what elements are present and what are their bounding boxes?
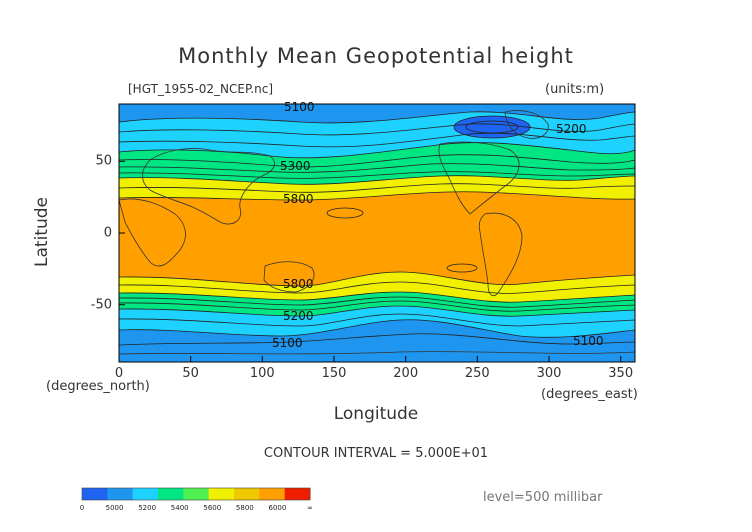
- contour-lines: [119, 111, 635, 346]
- antarctica-coast: [119, 351, 635, 355]
- contour-label: 5100: [272, 336, 303, 350]
- contour-label: 5800: [283, 277, 314, 291]
- colorbar-swatch: [183, 488, 210, 500]
- y-tick-label: 0: [103, 225, 112, 241]
- axis-ticks: [118, 160, 622, 362]
- colorbar-label: 5000: [105, 504, 124, 512]
- north-america-coast: [438, 141, 520, 215]
- colorbar-label: 5400: [170, 504, 189, 512]
- contour-label-group: 5100 5200 5800 5300 5800 5100 5100 5200: [272, 100, 604, 350]
- colorbar-label: ∞: [307, 504, 313, 512]
- file-label: [HGT_1955-02_NCEP.nc]: [128, 82, 274, 96]
- colorbar-label: 6000: [268, 504, 287, 512]
- contour-label: 5200: [556, 122, 587, 136]
- map-field: [119, 104, 635, 362]
- colorbar-swatch: [284, 488, 311, 500]
- x-tick-label: 150: [321, 366, 347, 381]
- colorbar-swatch: [208, 488, 235, 500]
- colorbar-label: 0: [79, 504, 85, 512]
- x-tick-label: 250: [464, 366, 490, 381]
- x-tick-label: 50: [182, 366, 199, 381]
- contour-label: 5800: [283, 192, 314, 206]
- contour-label: 5200: [283, 309, 314, 323]
- level-label: level=500 millibar: [483, 490, 603, 505]
- south-america-coast: [478, 212, 523, 297]
- x-tick-label: 350: [608, 366, 634, 381]
- colorbar-label: 5600: [203, 504, 222, 512]
- colorbar-swatch: [107, 488, 134, 500]
- contour-label: 5100: [284, 100, 315, 114]
- x-tick-label: 0: [114, 366, 124, 381]
- page-title: Monthly Mean Geopotential height: [178, 44, 574, 68]
- australia-coast: [263, 261, 315, 293]
- y-tick-label: -50: [90, 297, 112, 313]
- colorbar-swatch: [259, 488, 286, 500]
- band-south-5200-5400: [119, 306, 635, 338]
- contour-label: 5300: [280, 159, 311, 173]
- x-axis-title: Longitude: [333, 404, 419, 424]
- x-tick-label: 100: [249, 366, 275, 381]
- contour-interval-label: CONTOUR INTERVAL = 5.000E+01: [263, 446, 489, 461]
- band-below-5000: [454, 116, 530, 138]
- y-tick-label: 50: [95, 153, 112, 169]
- colorbar-swatch: [82, 488, 108, 500]
- eurasia-coast: [142, 148, 275, 225]
- contour-label: 5100: [573, 334, 604, 348]
- africa-coast: [119, 198, 186, 267]
- x-tick-label: 300: [536, 366, 562, 381]
- greenland-coast: [504, 110, 549, 139]
- x-tick-label: 200: [393, 366, 419, 381]
- colorbar-swatch: [132, 488, 159, 500]
- colorbar-swatch: [158, 488, 184, 500]
- colorbar-label: 5800: [235, 504, 254, 512]
- band-south-5600-5800: [119, 272, 635, 303]
- colorbar-swatch: [234, 488, 260, 500]
- y-axis-unit: (degrees_north): [46, 379, 150, 394]
- colorbar: [81, 487, 311, 501]
- band-tropics-5800-6000: [119, 191, 635, 286]
- coastlines: [119, 110, 635, 355]
- y-axis-title: Latitude: [32, 197, 52, 267]
- colorbar-frame: [81, 487, 311, 501]
- x-axis-unit: (degrees_east): [541, 387, 638, 402]
- colorbar-label: 5200: [138, 504, 157, 512]
- units-label: (units:m): [545, 82, 605, 97]
